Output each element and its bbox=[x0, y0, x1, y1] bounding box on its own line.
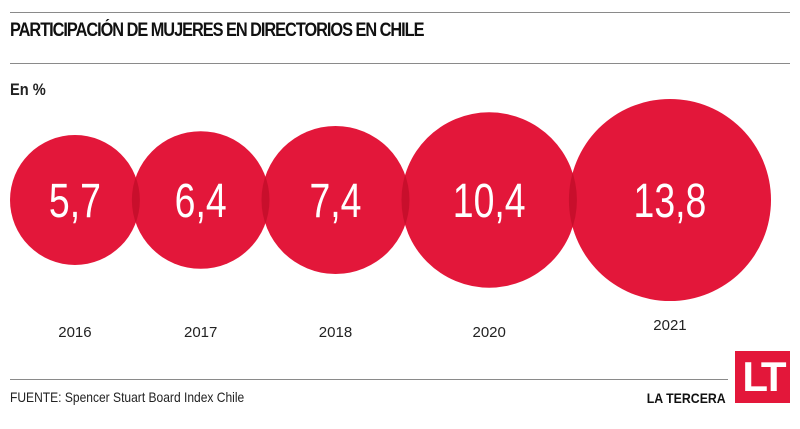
value-label: 5,7 bbox=[49, 175, 101, 229]
year-label: 2016 bbox=[58, 324, 91, 341]
title-rule bbox=[10, 63, 790, 64]
value-label: 10,4 bbox=[453, 175, 526, 229]
year-label: 2018 bbox=[319, 324, 352, 341]
top-rule bbox=[10, 12, 790, 13]
year-label: 2021 bbox=[653, 317, 686, 334]
year-label: 2020 bbox=[473, 324, 506, 341]
footer-rule bbox=[10, 379, 728, 380]
brand-logo: LT bbox=[735, 351, 790, 403]
brand-name: LA TERCERA bbox=[647, 390, 726, 406]
value-label: 6,4 bbox=[175, 175, 227, 229]
bubble-2018 bbox=[261, 126, 410, 274]
source-note: FUENTE: Spencer Stuart Board Index Chile bbox=[10, 389, 245, 405]
bubble-2020 bbox=[401, 112, 577, 288]
chart-title: PARTICIPACIÓN DE MUJERES EN DIRECTORIOS … bbox=[10, 20, 425, 41]
bubble-2016 bbox=[10, 135, 140, 265]
bubble-2021 bbox=[568, 98, 772, 302]
value-label: 7,4 bbox=[309, 175, 361, 229]
year-label: 2017 bbox=[184, 324, 217, 341]
bubble-2017 bbox=[131, 131, 270, 269]
unit-label: En % bbox=[10, 80, 46, 99]
value-label: 13,8 bbox=[634, 175, 707, 229]
